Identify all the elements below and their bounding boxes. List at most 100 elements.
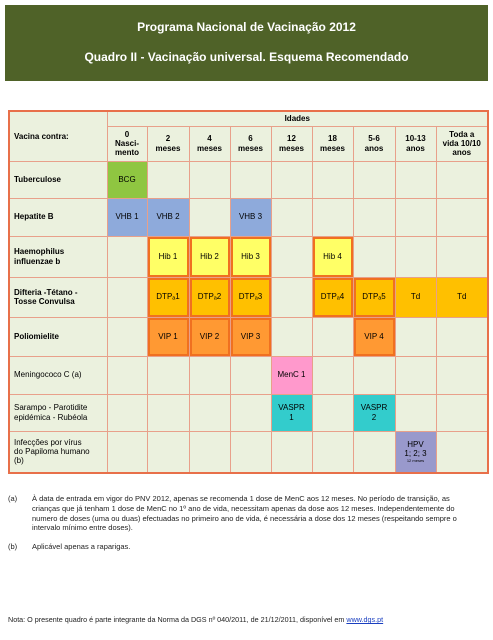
vaccine-label: Tuberculose	[8, 160, 108, 199]
empty-cell	[352, 160, 396, 199]
dose-text: HPV 1; 2; 3	[404, 440, 427, 459]
vaccine-row: Tuberculose BCG	[8, 160, 489, 199]
empty-cell	[188, 160, 231, 199]
empty-cell	[394, 355, 437, 395]
empty-cell	[188, 393, 231, 432]
empty-cell	[394, 393, 437, 432]
empty-cell	[311, 197, 354, 237]
empty-cell	[146, 430, 190, 474]
vaccine-label: Hepatite B	[8, 197, 108, 237]
vaccine-header: Vacina contra:	[8, 110, 108, 162]
empty-cell	[270, 197, 313, 237]
vaccine-row: Hepatite B VHB 1 VHB 2 VHB 3	[8, 197, 489, 237]
empty-cell	[311, 355, 354, 395]
dose-cell: Hib 2	[188, 235, 231, 278]
note-b: (b) Aplicável apenas a raparigas.	[8, 542, 478, 552]
vaccine-label: Difteria -Tétano - Tosse Convulsa	[8, 276, 108, 318]
age-label: Toda a vida 10/10 anos	[435, 125, 489, 162]
age-label: 18 meses	[311, 125, 354, 162]
dose-cell: VHB 1	[106, 197, 148, 237]
age-label: 5-6 anos	[352, 125, 396, 162]
vaccine-label: Sarampo - Parotidite epidémica - Rubéola	[8, 393, 108, 432]
empty-cell	[188, 355, 231, 395]
dose-cell: Hib 1	[146, 235, 190, 278]
empty-cell	[146, 393, 190, 432]
empty-cell	[311, 160, 354, 199]
dose-cell: BCG	[106, 160, 148, 199]
age-label: 2 meses	[146, 125, 190, 162]
dose-note: 12 meses	[406, 457, 425, 463]
empty-cell	[229, 355, 272, 395]
age-label: 0 Nasci- mento	[106, 125, 148, 162]
empty-cell	[106, 355, 148, 395]
empty-cell	[394, 316, 437, 357]
dose-cell: VIP 1	[146, 316, 190, 357]
dose-cell: VHB 3	[229, 197, 272, 237]
dose-cell: Hib 4	[311, 235, 354, 278]
age-label: 6 meses	[229, 125, 272, 162]
dose-cell: VASPR 1	[270, 393, 313, 432]
dose-cell: VIP 4	[352, 316, 396, 357]
empty-cell	[146, 160, 190, 199]
vaccine-row: Haemophilus influenzae b Hib 1 Hib 2 Hib 3 H…	[8, 235, 489, 278]
empty-cell	[311, 316, 354, 357]
note-text: Aplicável apenas a raparigas.	[32, 542, 131, 551]
subtitle: Quadro II - Vacinação universal. Esquema…	[84, 50, 409, 64]
dose-cell: DTPₐ1	[146, 276, 190, 318]
header-row: Vacina contra: Idades	[8, 110, 489, 162]
empty-cell	[229, 393, 272, 432]
vaccine-row: Meningococo C (a) MenC 1	[8, 355, 489, 395]
note-marker: (a)	[8, 494, 18, 503]
vaccine-row: Difteria -Tétano - Tosse Convulsa DTPₐ1 DT…	[8, 276, 489, 318]
schedule-table: Vacina contra: Idades 0 Nasci- mento 2 mese…	[8, 110, 489, 474]
vaccine-label: Poliomielite	[8, 316, 108, 357]
dose-cell: VIP 2	[188, 316, 231, 357]
dose-cell: VIP 3	[229, 316, 272, 357]
dose-cell: Td	[394, 276, 437, 318]
empty-cell	[352, 430, 396, 474]
dose-cell: VASPR 2	[352, 393, 396, 432]
dose-cell: VHB 2	[146, 197, 190, 237]
footer-link[interactable]: www.dgs.pt	[346, 615, 384, 624]
empty-cell	[106, 276, 148, 318]
empty-cell	[352, 235, 396, 278]
empty-cell	[106, 430, 148, 474]
vaccine-label: Meningococo C (a)	[8, 355, 108, 395]
empty-cell	[435, 393, 489, 432]
vaccine-row: Sarampo - Parotidite epidémica - Rubéola…	[8, 393, 489, 432]
dose-cell: DTPₐ5	[352, 276, 396, 318]
empty-cell	[270, 235, 313, 278]
title: Programa Nacional de Vacinação 2012	[137, 20, 356, 34]
vaccine-label: Haemophilus influenzae b	[8, 235, 108, 278]
empty-cell	[106, 393, 148, 432]
empty-cell	[270, 160, 313, 199]
empty-cell	[188, 197, 231, 237]
empty-cell	[352, 197, 396, 237]
empty-cell	[270, 316, 313, 357]
dose-cell: Td	[435, 276, 489, 318]
dose-cell: DTPₐ2	[188, 276, 231, 318]
note-a: (a) À data de entrada em vigor do PNV 201…	[8, 494, 478, 533]
empty-cell	[435, 316, 489, 357]
footer-text: Nota: O presente quadro é parte integran…	[8, 615, 347, 624]
age-label: 4 meses	[188, 125, 231, 162]
empty-cell	[106, 235, 148, 278]
empty-cell	[146, 355, 190, 395]
empty-cell	[106, 316, 148, 357]
empty-cell	[311, 430, 354, 474]
dose-cell: MenC 1	[270, 355, 313, 395]
ages-row: 0 Nasci- mento 2 meses 4 meses 6 meses 12 me…	[9, 125, 489, 162]
empty-cell	[229, 160, 272, 199]
vaccine-row: Infecções por vírus do Papiloma humano (…	[8, 430, 489, 474]
dose-cell: DTPₐ3	[229, 276, 272, 318]
age-label: 10-13 anos	[394, 125, 437, 162]
note-marker: (b)	[8, 542, 18, 551]
dose-cell: Hib 3	[229, 235, 272, 278]
empty-cell	[435, 430, 489, 474]
empty-cell	[435, 235, 489, 278]
note-text: À data de entrada em vigor do PNV 2012, …	[32, 494, 457, 533]
empty-cell	[352, 355, 396, 395]
dose-cell: DTPₐ4	[311, 276, 354, 318]
empty-cell	[435, 160, 489, 199]
